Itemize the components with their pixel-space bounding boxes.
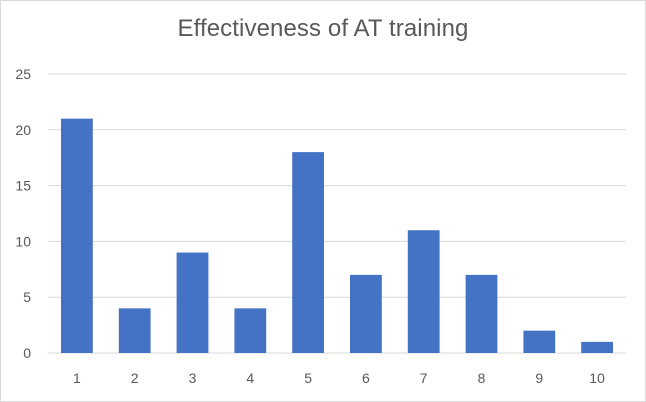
bar-9 (523, 330, 556, 353)
y-tick-label: 5 (23, 289, 31, 305)
bar-6 (350, 274, 382, 353)
x-tick-label: 1 (73, 370, 81, 386)
y-axis-ticks: 0 5 10 15 20 25 (15, 66, 31, 361)
x-tick-label: 3 (189, 370, 197, 386)
y-tick-label: 25 (15, 66, 31, 82)
bar-8 (465, 274, 498, 353)
bars (61, 118, 613, 353)
x-tick-label: 10 (589, 370, 605, 386)
x-axis-ticks: 1 2 3 4 5 6 7 8 9 10 (73, 370, 605, 386)
x-tick-label: 7 (420, 370, 428, 386)
bar-1 (61, 118, 93, 353)
chart-title: Effectiveness of AT training (177, 15, 469, 42)
bar-5 (292, 152, 324, 353)
x-tick-label: 8 (478, 370, 486, 386)
y-tick-label: 20 (15, 122, 31, 138)
x-tick-label: 2 (131, 370, 139, 386)
x-tick-label: 6 (362, 370, 370, 386)
bar-7 (407, 230, 440, 353)
bar-3 (176, 252, 209, 353)
x-tick-label: 4 (246, 370, 254, 386)
x-tick-label: 9 (535, 370, 543, 386)
bar-4 (234, 308, 267, 353)
x-tick-label: 5 (304, 370, 312, 386)
bar-2 (118, 308, 151, 353)
bar-10 (581, 341, 613, 353)
y-tick-label: 0 (23, 345, 31, 361)
y-tick-label: 10 (15, 233, 31, 249)
y-tick-label: 15 (15, 178, 31, 194)
